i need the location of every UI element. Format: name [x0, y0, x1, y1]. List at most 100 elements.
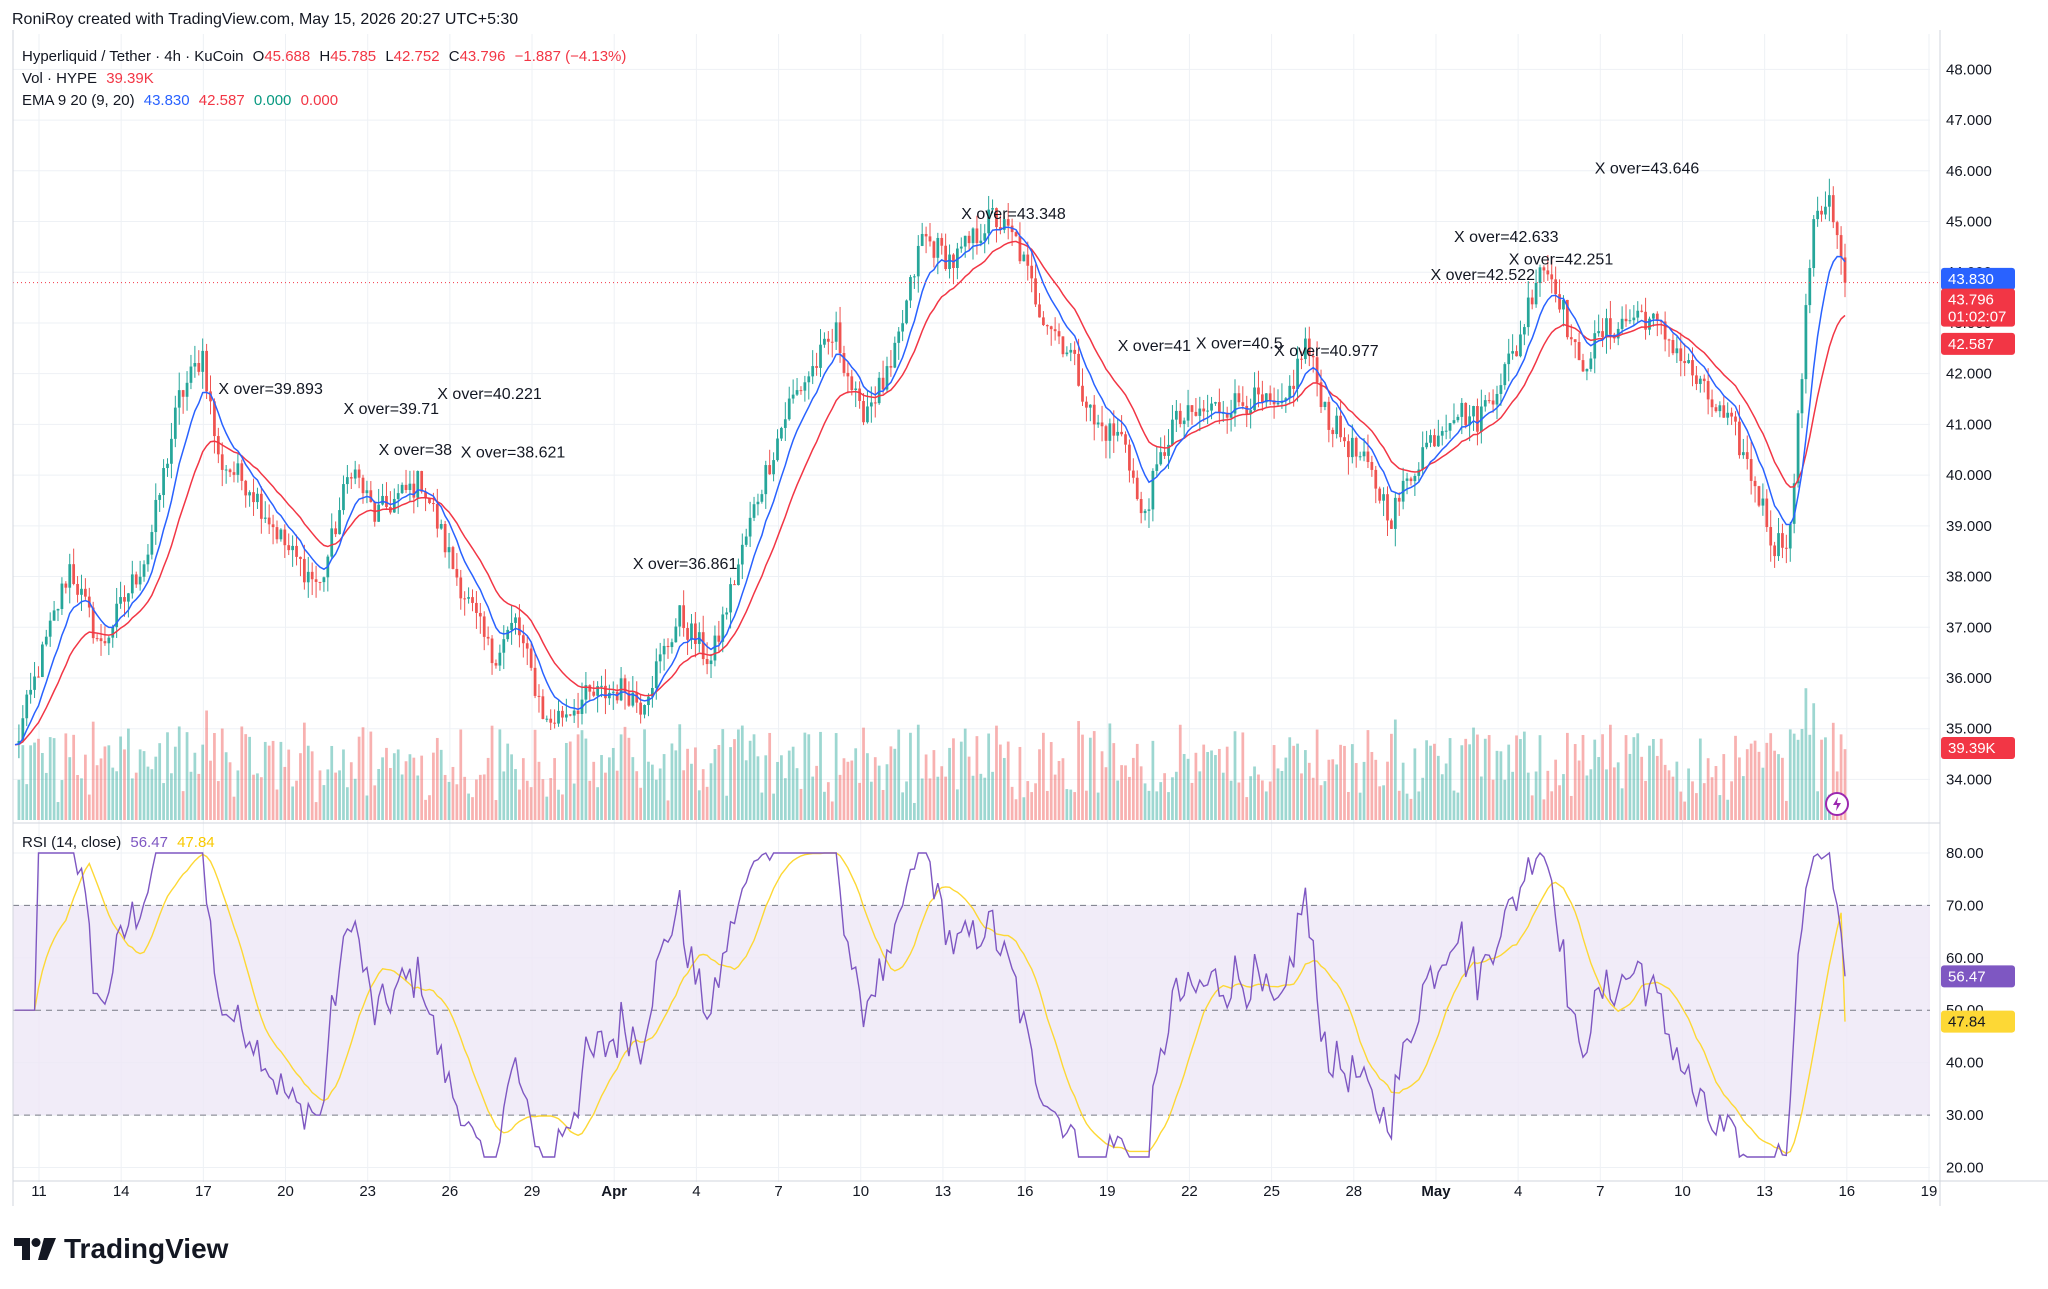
volume-bar	[1679, 791, 1683, 820]
volume-bar	[654, 779, 658, 820]
volume-bar	[1335, 764, 1339, 820]
volume-bar	[1116, 780, 1120, 820]
crossover-label: X over=39.71	[343, 401, 439, 418]
volume-bar	[1002, 757, 1006, 820]
candle-body	[1339, 415, 1342, 438]
volume-bar	[1112, 743, 1116, 820]
tradingview-logo[interactable]: TradingView	[14, 1233, 228, 1265]
candle-body	[1217, 402, 1221, 414]
candle-body	[1276, 403, 1280, 405]
candle-body	[983, 233, 987, 241]
volume-bar	[1452, 790, 1456, 820]
volume-bar	[1483, 738, 1487, 820]
volume-bar	[1792, 733, 1796, 820]
volume-bar	[1053, 774, 1057, 820]
volume-bar	[283, 766, 287, 820]
candle-body	[259, 493, 263, 519]
rsi-ma-value: 47.84	[177, 834, 215, 851]
candle-body	[639, 702, 643, 715]
candle-body	[1304, 338, 1307, 360]
volume-bar	[498, 729, 502, 820]
volume-bar	[138, 749, 142, 820]
volume-bar	[518, 789, 521, 820]
candle-body	[1589, 358, 1593, 369]
volume-bar	[1128, 776, 1131, 820]
change-value: −1.887 (−4.13%)	[514, 48, 627, 65]
volume-bar	[1695, 793, 1698, 820]
candle-body	[232, 472, 236, 475]
volume-bar	[334, 772, 338, 820]
volume-bar	[854, 748, 858, 820]
volume-bar	[1648, 745, 1651, 820]
candle-body	[1378, 488, 1382, 501]
volume-bar	[1206, 752, 1209, 820]
volume-bar	[1022, 797, 1026, 820]
candle-body	[1319, 382, 1323, 408]
volume-bar	[377, 769, 381, 820]
rsi-lines	[15, 851, 1846, 1159]
price-tag-text: 47.84	[1948, 1014, 1986, 1031]
ema-legend[interactable]: EMA 9 20 (9, 20) 43.830 42.587 0.000 0.0…	[22, 91, 343, 111]
candle-body	[498, 652, 502, 666]
candle-body	[1581, 360, 1585, 372]
candle-body	[1757, 486, 1761, 506]
candle-body	[1808, 268, 1812, 306]
candle-body	[991, 208, 994, 210]
candle-body	[623, 678, 627, 693]
candle-body	[1730, 412, 1733, 417]
volume-bar	[1253, 766, 1256, 820]
volume-bar	[1522, 731, 1526, 820]
volume-bar	[533, 729, 537, 820]
candle-body	[643, 705, 646, 715]
price-tag-bg	[1941, 332, 2015, 355]
candle-body	[455, 568, 459, 578]
candle-body	[897, 331, 901, 343]
candle-body	[1745, 452, 1749, 460]
volume-bar	[1202, 744, 1206, 820]
volume-bar	[909, 732, 912, 820]
volume-bar	[361, 727, 365, 820]
candle-body	[1139, 499, 1143, 514]
candle-body	[838, 322, 842, 354]
candle-body	[1816, 210, 1819, 220]
volume-bar	[932, 750, 936, 820]
candle-body	[99, 638, 103, 642]
volume-bar	[521, 758, 525, 820]
candle-body	[283, 529, 287, 546]
candle-body	[41, 644, 44, 677]
candle-body	[443, 524, 447, 553]
candle-body	[1800, 379, 1804, 414]
time-tick-label: 26	[442, 1183, 459, 1200]
volume-legend[interactable]: Vol · HYPE 39.39K	[22, 69, 159, 89]
candle-body	[1722, 405, 1726, 418]
price-tag-bg	[1941, 737, 2015, 759]
volume-bar	[346, 787, 349, 820]
candle-body	[1679, 348, 1683, 362]
candle-body	[854, 388, 858, 391]
candle-body	[776, 438, 779, 461]
volume-bar	[940, 766, 944, 820]
volume-bar	[1824, 737, 1827, 820]
volume-bar	[1507, 744, 1511, 820]
candle-body	[823, 338, 826, 345]
candle-body	[302, 558, 306, 583]
candle-body	[1741, 452, 1745, 456]
volume-bar	[795, 768, 799, 820]
volume-bar	[944, 776, 948, 820]
symbol-legend[interactable]: Hyperliquid / Tether · 4h · KuCoin O45.6…	[22, 47, 631, 67]
volume-bar	[1397, 790, 1401, 820]
candle-body	[1546, 270, 1550, 275]
volume-bar	[1378, 786, 1382, 820]
candle-body	[346, 477, 349, 485]
volume-bar	[48, 737, 52, 820]
volume-bar	[1382, 785, 1385, 820]
price-tick-label: 47.000	[1946, 112, 1992, 129]
rsi-legend[interactable]: RSI (14, close) 56.47 47.84	[22, 833, 220, 853]
candle-body	[1327, 401, 1331, 430]
volume-bar	[858, 782, 861, 820]
candle-body	[1695, 375, 1698, 384]
volume-bar	[1577, 760, 1581, 820]
volume-bar	[1307, 762, 1311, 820]
volume-bar	[1108, 723, 1112, 820]
